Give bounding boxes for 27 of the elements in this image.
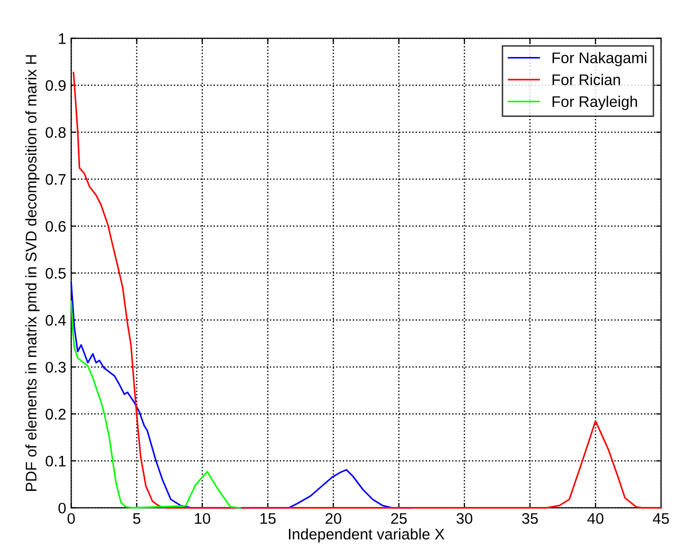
x-tick-label: 10 — [194, 513, 210, 524]
y-tick-label: 1 — [59, 33, 66, 44]
y-tick-label: 0.5 — [46, 268, 66, 279]
y-tick-label: 0 — [58, 502, 66, 514]
y-tick-label: 0.9 — [46, 80, 66, 91]
y-tick-label: 0.7 — [46, 174, 66, 185]
x-tick-label: 35 — [522, 513, 538, 524]
x-tick-label: 40 — [587, 513, 604, 524]
y-tick-label: 0.2 — [46, 408, 66, 420]
y-tick-label: 0.6 — [46, 220, 66, 232]
x-tick-label: 20 — [326, 513, 342, 524]
y-tick-label: 0.8 — [46, 127, 66, 138]
x-tick-label: 45 — [652, 513, 669, 524]
x-tick-label: 15 — [260, 513, 276, 524]
y-axis-title: PDF of elements in matrix pmd in SVD decomposition of marix H — [25, 55, 40, 491]
x-tick-label: 30 — [456, 513, 472, 524]
legend-label: For Rician — [552, 74, 620, 86]
y-tick-label: 0.4 — [46, 314, 66, 326]
legend-label: For Rayleigh — [552, 96, 637, 110]
y-tick-label: 0.3 — [46, 362, 66, 373]
x-tick-label: 25 — [391, 513, 407, 524]
line-series — [70, 300, 242, 509]
legend-label: For Nakagami — [552, 52, 646, 66]
x-tick-label: 5 — [133, 513, 140, 524]
x-tick-label: 0 — [68, 513, 75, 524]
y-tick-label: 0.1 — [46, 456, 66, 467]
x-axis-title: Independent variable X — [288, 528, 444, 543]
